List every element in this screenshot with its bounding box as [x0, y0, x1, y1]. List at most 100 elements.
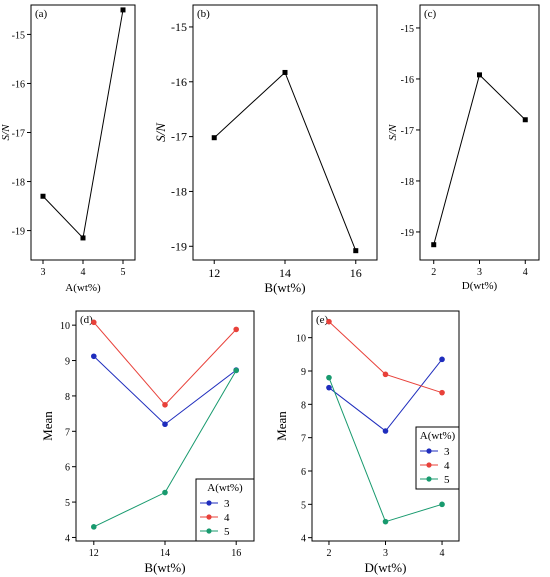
- data-point: [353, 248, 359, 254]
- data-point: [233, 326, 239, 333]
- legend-item-5: 5: [444, 474, 450, 486]
- plot-frame: [30, 4, 136, 261]
- data-point: [162, 421, 168, 428]
- y-tick-label: -18: [401, 177, 414, 188]
- y-tick-label: 4: [301, 534, 306, 545]
- x-axis-label: A(wt%): [65, 282, 101, 294]
- data-point: [40, 193, 46, 199]
- y-tick-label: -16: [12, 79, 25, 90]
- legend-item-4: 4: [444, 460, 450, 472]
- x-tick-label: 4: [81, 267, 86, 278]
- data-point: [91, 319, 97, 326]
- panel-label: (c): [424, 8, 437, 20]
- legend-swatch-marker: [426, 476, 432, 482]
- data-point: [382, 428, 389, 434]
- y-axis-label: Mean: [274, 411, 289, 441]
- y-tick-label: 9: [65, 357, 70, 368]
- x-axis-label: D(wt%): [365, 560, 407, 575]
- plot-frame: [311, 310, 460, 542]
- legend: A(wt%) 3 4 5: [415, 426, 460, 490]
- series-line-0: [42, 9, 124, 239]
- y-tick-label: -17: [401, 126, 414, 137]
- series-line-0: [433, 73, 526, 245]
- y-tick-label: -15: [401, 24, 414, 35]
- x-tick-label: 16: [231, 548, 241, 559]
- y-tick-label: 10: [60, 321, 70, 332]
- x-axis-label: B(wt%): [264, 280, 305, 295]
- chart-panel-b: (b) 12 14 16 -19 -18 -17 -16 -15 B(wt%) S/N: [153, 4, 378, 295]
- y-tick-label: 10: [296, 334, 306, 345]
- y-tick-label: 7: [301, 434, 306, 445]
- series-line-0: [213, 71, 357, 251]
- legend-swatch-marker: [206, 528, 212, 534]
- x-tick-label: 4: [523, 267, 528, 278]
- x-tick-label: 5: [121, 267, 126, 278]
- data-point: [91, 524, 97, 530]
- y-axis-label: S/N: [387, 124, 399, 141]
- x-tick-label: 14: [279, 266, 291, 280]
- data-point: [382, 371, 389, 378]
- data-point: [162, 401, 168, 408]
- x-tick-label: 16: [350, 266, 362, 280]
- x-tick-label: 2: [326, 548, 331, 559]
- y-tick-label: 7: [65, 427, 70, 438]
- y-tick-label: 5: [65, 498, 70, 509]
- legend-item-3: 3: [224, 498, 230, 510]
- x-tick-label: 12: [89, 548, 99, 559]
- panel-label: (a): [35, 8, 48, 20]
- y-tick-label: -17: [171, 130, 187, 144]
- panel-label: (b): [197, 8, 210, 20]
- data-point: [439, 356, 445, 363]
- data-point: [282, 69, 288, 75]
- x-tick-label: 12: [208, 266, 220, 280]
- chart-panel-e: (e) 2 3 4 4 5 6 7 8 9 10 D(wt%) Mean A(wt%) 3 4 5: [274, 310, 460, 575]
- legend-item-3: 3: [444, 446, 450, 458]
- y-tick-label: -16: [401, 75, 414, 86]
- series-line-3: [93, 355, 237, 425]
- data-point: [477, 72, 482, 78]
- legend: A(wt%) 3 4 5: [195, 478, 255, 542]
- chart-panel-d: (d) 12 14 16 4 5 6 7 8 9 10 B(wt%) Mean A(wt%) 3 4 5: [40, 310, 255, 575]
- y-tick-label: 8: [65, 392, 70, 403]
- legend-swatch-marker: [426, 448, 432, 454]
- y-axis-label: S/N: [153, 122, 168, 142]
- y-tick-label: -16: [171, 75, 187, 89]
- legend-swatch-marker: [426, 462, 432, 468]
- y-tick-label: 5: [301, 500, 306, 511]
- data-point: [120, 7, 126, 13]
- series-line-4: [93, 321, 237, 406]
- y-tick-label: -19: [171, 239, 187, 253]
- data-point: [431, 242, 437, 248]
- x-tick-label: 3: [41, 267, 46, 278]
- data-point: [80, 235, 86, 241]
- legend-title: A(wt%): [207, 482, 243, 494]
- y-tick-label: 9: [301, 367, 306, 378]
- y-tick-label: 4: [65, 533, 70, 544]
- x-tick-label: 14: [160, 548, 170, 559]
- y-axis-label: S/N: [0, 124, 12, 141]
- y-tick-label: -19: [401, 228, 414, 239]
- chart-panel-a: (a) 3 4 5 -19 -18 -17 -16 -15 A(wt%) S/N: [0, 4, 136, 294]
- y-tick-label: 6: [65, 463, 70, 474]
- panel-label: (d): [80, 314, 93, 326]
- legend-swatch-marker: [206, 500, 212, 506]
- data-point: [439, 389, 445, 396]
- data-point: [326, 374, 332, 381]
- data-point: [522, 117, 528, 123]
- legend-swatch-marker: [206, 514, 212, 520]
- series-line-4: [328, 321, 443, 394]
- data-point: [233, 367, 239, 374]
- legend-item-4: 4: [224, 512, 230, 524]
- data-point: [211, 135, 217, 141]
- y-tick-label: -15: [12, 30, 25, 41]
- data-point: [382, 518, 389, 525]
- chart-panel-c: (c) 2 3 4 -19 -18 -17 -16 -15 D(wt%) S/N: [387, 4, 540, 292]
- x-tick-label: 4: [440, 548, 445, 559]
- data-point: [162, 489, 168, 496]
- data-point: [326, 318, 332, 325]
- panel-label: (e): [316, 314, 329, 326]
- plot-frame: [419, 4, 540, 261]
- data-point: [439, 501, 445, 508]
- y-tick-label: 6: [301, 467, 306, 478]
